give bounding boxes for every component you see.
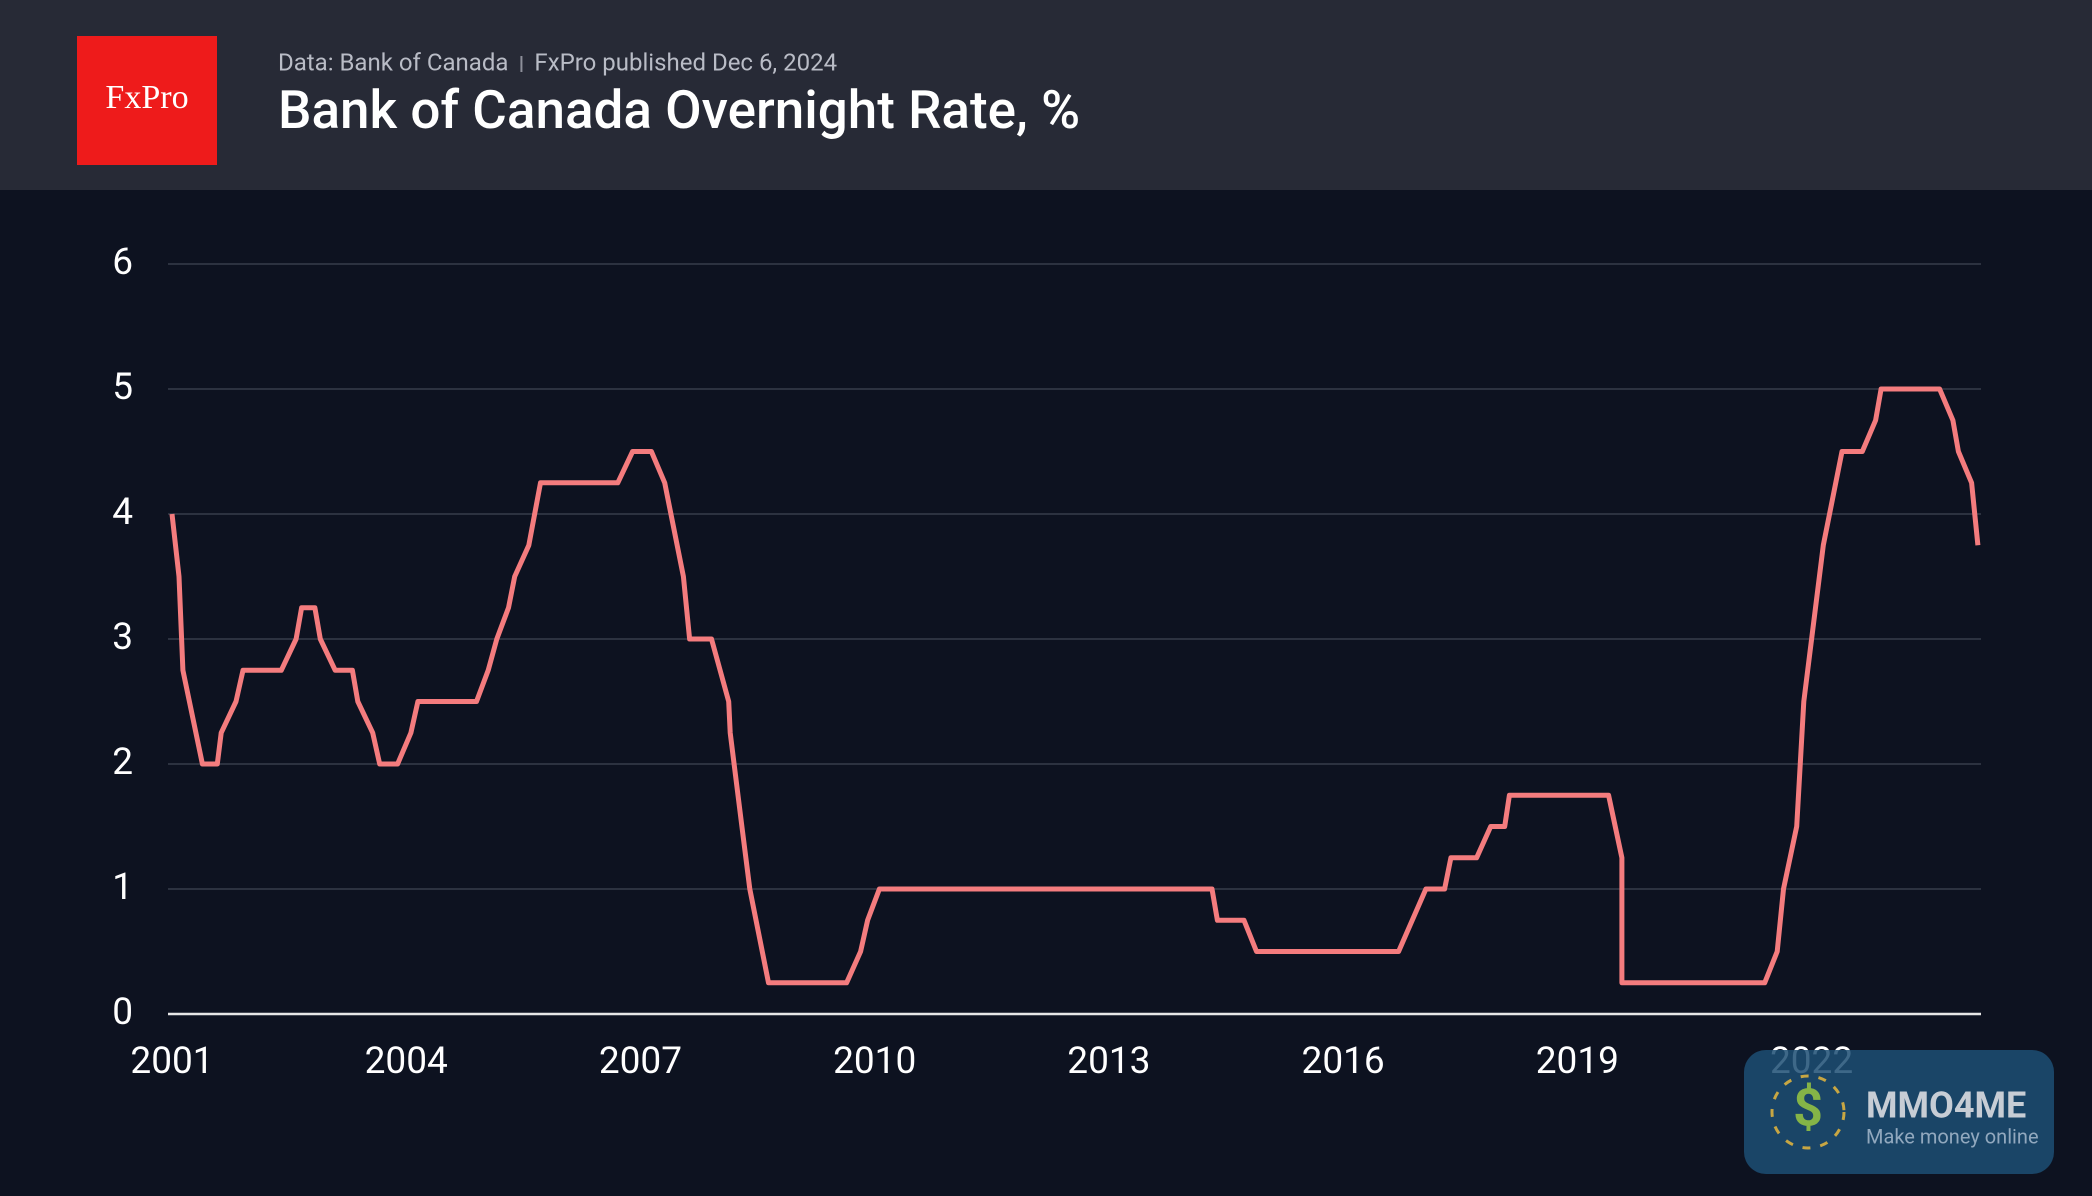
x-tick-label: 2010	[833, 1040, 916, 1083]
watermark-tagline: Make money online	[1866, 1124, 2039, 1148]
x-tick-label: 2016	[1302, 1040, 1385, 1083]
watermark-name: MMO4ME	[1866, 1085, 2026, 1127]
y-tick-label: 4	[112, 491, 133, 534]
header	[0, 0, 2092, 190]
x-tick-label: 2019	[1536, 1040, 1619, 1083]
logo-box	[77, 36, 217, 165]
rate-line	[169, 386, 1981, 986]
y-tick-label: 5	[112, 366, 133, 409]
x-tick-label: 2013	[1067, 1040, 1150, 1083]
logo: FxPro	[105, 79, 188, 116]
watermark-box	[1744, 1050, 2054, 1174]
watermark-icon-sign: $	[1793, 1078, 1823, 1139]
y-tick-label: 3	[112, 616, 133, 659]
x-tick-label: 2004	[365, 1040, 448, 1083]
source: Data: Bank of Canada	[278, 48, 508, 76]
x-tick-label: 2007	[599, 1040, 682, 1083]
subtitle: FxPro published Dec 6, 2024	[534, 48, 837, 76]
watermark-icon	[1770, 1074, 1846, 1150]
y-tick-label: 6	[112, 241, 133, 284]
y-tick-label: 1	[112, 866, 133, 909]
y-tick-label: 0	[112, 991, 133, 1034]
chart-title: Bank of Canada Overnight Rate, %	[278, 79, 1080, 141]
y-tick-label: 2	[112, 741, 133, 784]
x-tick-label: 2001	[130, 1040, 213, 1083]
